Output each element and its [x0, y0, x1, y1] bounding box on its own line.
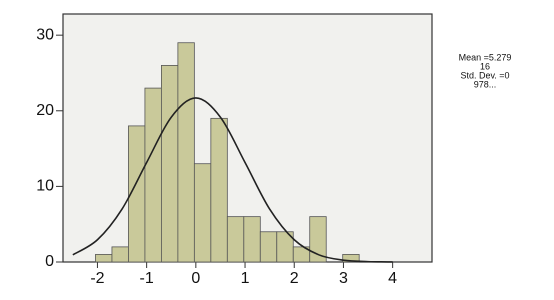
- y-tick-label: 30: [36, 26, 54, 43]
- bar: [194, 164, 210, 262]
- bar: [244, 217, 260, 262]
- y-tick-label: 20: [36, 102, 54, 119]
- bar: [95, 254, 111, 262]
- chart: 0102030-2-101234Mean =5.27916Std. Dev. =…: [0, 0, 554, 300]
- x-tick-label: -1: [140, 270, 154, 287]
- bar: [178, 43, 194, 262]
- bar: [145, 88, 161, 262]
- stats-text: 978...: [474, 79, 497, 89]
- x-tick-label: 2: [290, 270, 299, 287]
- x-tick-label: -2: [90, 270, 104, 287]
- bar: [161, 65, 177, 262]
- bar: [260, 232, 276, 262]
- bar: [211, 118, 227, 262]
- y-tick-label: 10: [36, 178, 54, 195]
- x-tick-label: 3: [339, 270, 348, 287]
- x-tick-label: 0: [191, 270, 200, 287]
- x-tick-label: 4: [388, 270, 397, 287]
- y-tick-label: 0: [45, 253, 54, 270]
- bar: [227, 217, 243, 262]
- bar: [112, 247, 128, 262]
- x-tick-label: 1: [241, 270, 250, 287]
